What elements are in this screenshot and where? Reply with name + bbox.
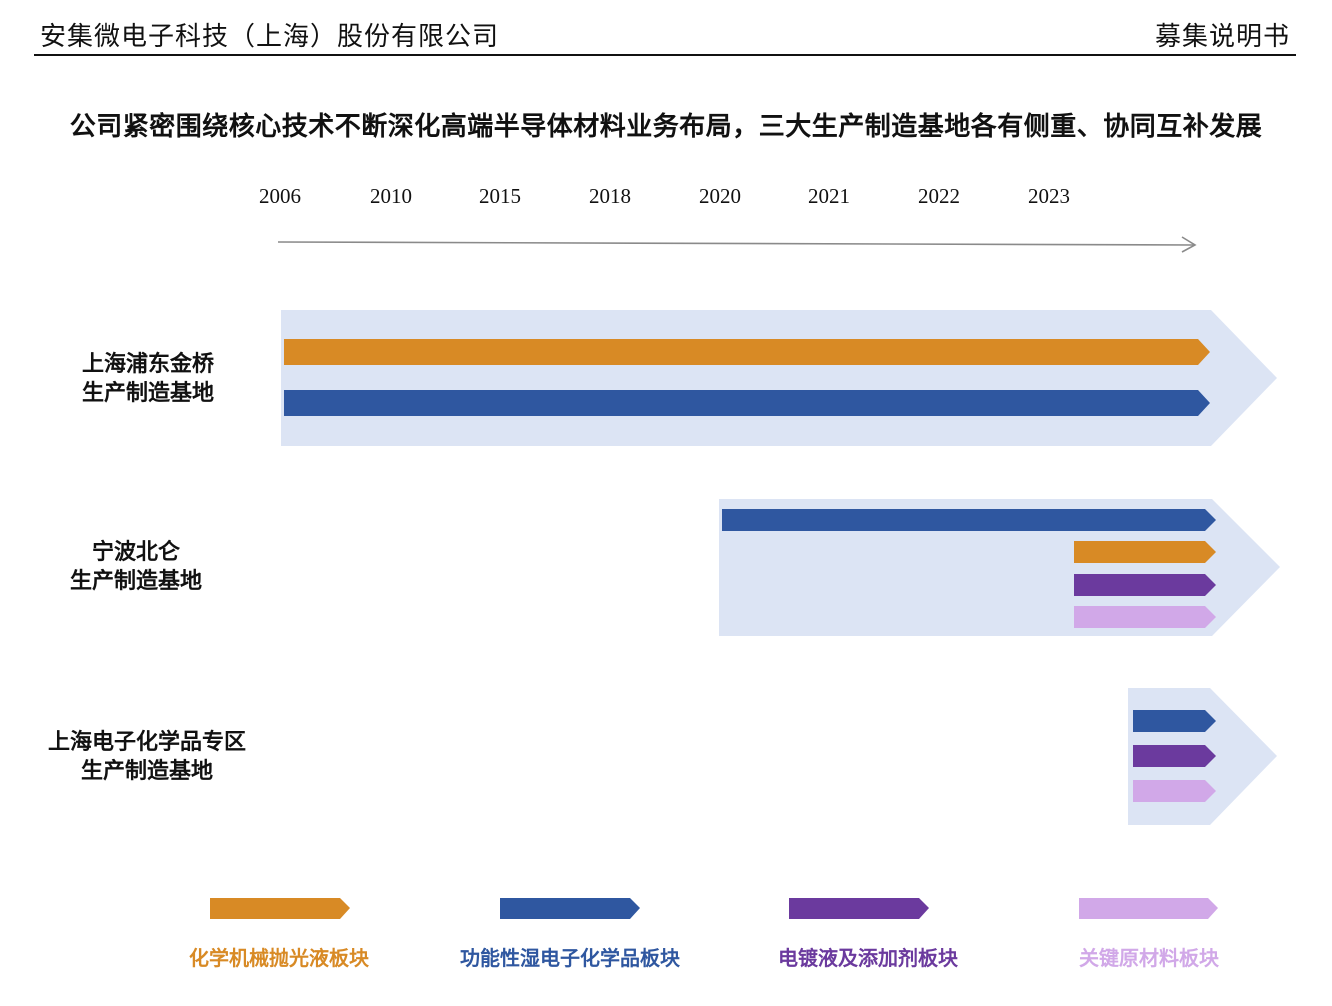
site-beilun-plating-bar xyxy=(1074,574,1216,596)
site-label-jinqiao-line2: 生产制造基地 xyxy=(81,380,214,406)
site-beilun-cmp-bar xyxy=(1074,541,1216,563)
site-chemzone-raw-bar xyxy=(1133,780,1216,802)
site-label-beilun-line2: 生产制造基地 xyxy=(69,568,202,594)
document-type: 募集说明书 xyxy=(1154,22,1290,52)
site-label-chemzone-line1: 上海电子化学品专区 xyxy=(47,729,246,755)
site-jinqiao-band xyxy=(281,310,1277,446)
legend-plating-label: 电镀液及添加剂板块 xyxy=(778,946,958,970)
legend-wet-swatch xyxy=(500,898,640,919)
header-rule xyxy=(34,54,1296,56)
page-title: 公司紧密围绕核心技术不断深化高端半导体材料业务布局，三大生产制造基地各有侧重、协… xyxy=(69,112,1263,142)
year-label-2021: 2021 xyxy=(808,184,850,208)
site-label-jinqiao-line1: 上海浦东金桥 xyxy=(81,351,214,377)
year-label-2010: 2010 xyxy=(370,184,412,208)
year-label-2022: 2022 xyxy=(918,184,960,208)
site-beilun-wet-bar xyxy=(722,509,1216,531)
year-label-2015: 2015 xyxy=(479,184,521,208)
site-beilun-band xyxy=(719,499,1280,636)
site-beilun-raw-bar xyxy=(1074,606,1216,628)
site-label-chemzone: 上海电子化学品专区 生产制造基地 xyxy=(28,728,266,786)
site-label-jinqiao: 上海浦东金桥 生产制造基地 xyxy=(48,350,248,408)
timeline-arrow xyxy=(277,236,1197,253)
year-label-2006: 2006 xyxy=(259,184,301,208)
legend-cmp-label: 化学机械抛光液板块 xyxy=(189,946,369,970)
site-label-beilun-line1: 宁波北仑 xyxy=(91,539,180,565)
year-label-2018: 2018 xyxy=(589,184,631,208)
company-name: 安集微电子科技（上海）股份有限公司 xyxy=(40,22,500,52)
legend-wet-label: 功能性湿电子化学品板块 xyxy=(460,946,680,970)
legend-plating-swatch xyxy=(789,898,929,919)
year-label-2020: 2020 xyxy=(699,184,741,208)
site-chemzone-plating-bar xyxy=(1133,745,1216,767)
legend-raw-swatch xyxy=(1079,898,1218,919)
site-jinqiao-wet-bar xyxy=(284,390,1210,416)
site-jinqiao-cmp-bar xyxy=(284,339,1210,365)
legend-raw-label: 关键原材料板块 xyxy=(1079,946,1219,970)
site-chemzone-wet-bar xyxy=(1133,710,1216,732)
site-label-chemzone-line2: 生产制造基地 xyxy=(80,758,213,784)
year-label-2023: 2023 xyxy=(1028,184,1070,208)
legend-cmp-swatch xyxy=(210,898,350,919)
site-label-beilun: 宁波北仑 生产制造基地 xyxy=(36,538,236,596)
